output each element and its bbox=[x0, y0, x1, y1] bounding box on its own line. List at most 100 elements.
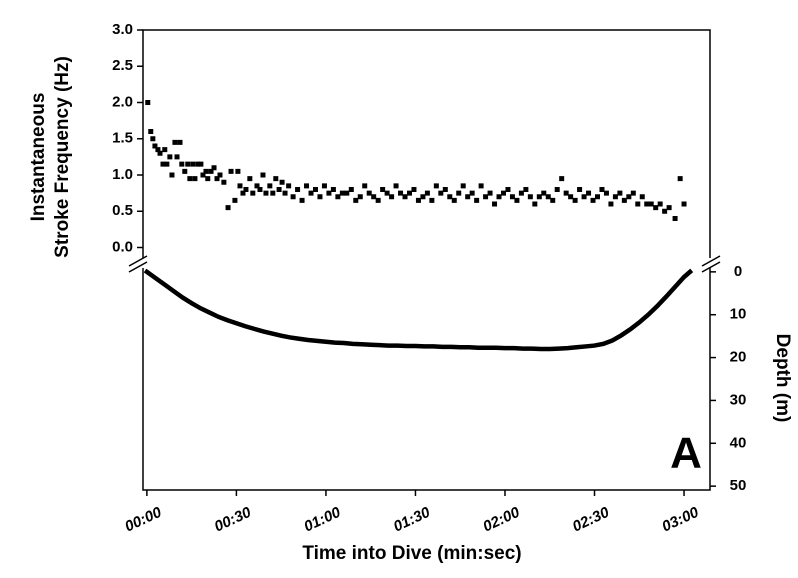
point bbox=[456, 190, 462, 196]
x-tick-label: 01:00 bbox=[301, 504, 344, 536]
point bbox=[393, 183, 399, 189]
x-tick-label: 00:00 bbox=[122, 504, 165, 536]
point bbox=[312, 187, 318, 192]
point bbox=[270, 190, 276, 196]
point bbox=[630, 190, 636, 196]
y-tick-label: 2.0 bbox=[112, 93, 133, 110]
point bbox=[257, 187, 263, 192]
point bbox=[411, 187, 417, 192]
point bbox=[348, 187, 354, 192]
point bbox=[639, 194, 645, 200]
point bbox=[672, 216, 678, 221]
point bbox=[662, 208, 668, 214]
point bbox=[447, 194, 453, 200]
point bbox=[282, 190, 288, 196]
point bbox=[677, 176, 683, 182]
point bbox=[243, 187, 249, 192]
point bbox=[179, 161, 185, 167]
point bbox=[465, 194, 471, 200]
axis-break bbox=[128, 255, 721, 273]
y2-tick-label: 50 bbox=[730, 477, 747, 494]
point bbox=[648, 201, 654, 207]
point bbox=[214, 176, 220, 182]
point bbox=[590, 197, 596, 203]
point bbox=[160, 161, 166, 167]
point bbox=[174, 154, 180, 160]
x-tick-label: 01:30 bbox=[391, 504, 434, 536]
point bbox=[366, 190, 372, 196]
y-tick-label: 0.0 bbox=[112, 238, 133, 255]
point bbox=[666, 205, 672, 211]
point bbox=[514, 197, 520, 203]
point bbox=[145, 100, 151, 105]
point bbox=[339, 190, 345, 196]
point bbox=[237, 183, 243, 189]
point bbox=[599, 187, 605, 192]
point bbox=[563, 190, 569, 196]
point bbox=[541, 190, 547, 196]
point bbox=[304, 183, 310, 189]
point bbox=[527, 194, 533, 200]
point bbox=[335, 194, 341, 200]
point bbox=[208, 168, 214, 174]
point bbox=[496, 194, 502, 200]
point bbox=[235, 168, 241, 174]
point bbox=[442, 187, 448, 192]
point bbox=[308, 190, 314, 196]
point bbox=[460, 183, 466, 189]
point bbox=[492, 201, 498, 207]
point bbox=[221, 179, 227, 185]
point bbox=[200, 172, 206, 178]
point bbox=[500, 190, 506, 196]
point bbox=[164, 161, 170, 167]
point bbox=[152, 143, 158, 149]
point bbox=[603, 190, 609, 196]
point bbox=[169, 172, 175, 178]
point bbox=[267, 183, 273, 189]
point bbox=[483, 194, 489, 200]
point bbox=[321, 183, 327, 189]
point bbox=[577, 187, 583, 192]
point bbox=[148, 129, 154, 134]
point bbox=[276, 187, 282, 192]
point bbox=[172, 139, 178, 145]
y2-axis-label: Depth (m) bbox=[772, 334, 793, 423]
point bbox=[375, 197, 381, 203]
point bbox=[681, 201, 687, 207]
x-tick-label: 02:00 bbox=[480, 504, 523, 536]
point bbox=[424, 190, 430, 196]
point bbox=[406, 190, 412, 196]
point bbox=[260, 172, 266, 178]
point bbox=[211, 165, 217, 171]
y2-tick-label: 40 bbox=[730, 434, 747, 451]
point bbox=[518, 190, 524, 196]
point bbox=[150, 136, 156, 142]
point bbox=[187, 176, 193, 182]
point bbox=[653, 205, 659, 211]
y2-tick-label: 0 bbox=[734, 263, 742, 280]
point bbox=[389, 194, 395, 200]
y-tick-label: 0.5 bbox=[112, 202, 133, 219]
point bbox=[205, 176, 211, 182]
point bbox=[545, 194, 551, 200]
point bbox=[420, 194, 426, 200]
point bbox=[384, 190, 390, 196]
point bbox=[554, 187, 560, 192]
point bbox=[353, 197, 359, 203]
point bbox=[608, 201, 614, 207]
point bbox=[594, 194, 600, 200]
point bbox=[478, 183, 484, 189]
point bbox=[536, 194, 542, 200]
point bbox=[657, 201, 663, 207]
y-tick-label: 1.0 bbox=[112, 166, 133, 183]
point bbox=[263, 190, 269, 196]
point bbox=[357, 194, 363, 200]
y-tick-label: 1.5 bbox=[112, 130, 133, 147]
point bbox=[192, 176, 198, 182]
point bbox=[532, 201, 538, 207]
y2-tick-label: 20 bbox=[730, 349, 747, 366]
point bbox=[177, 139, 183, 145]
point bbox=[344, 190, 350, 196]
point bbox=[505, 187, 511, 192]
point bbox=[286, 183, 292, 189]
